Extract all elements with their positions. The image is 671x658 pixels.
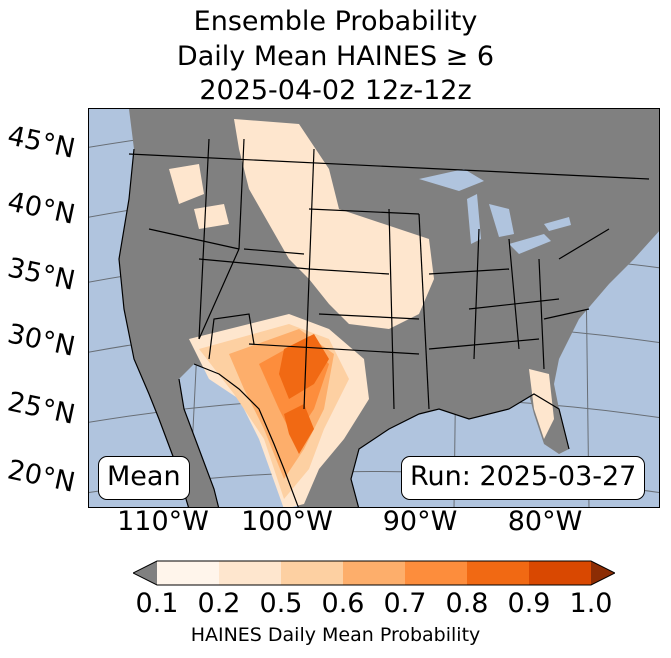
lon-label-100w: 100°W xyxy=(241,506,333,537)
colorbar-tick-label: 0.1 xyxy=(135,588,179,619)
lon-label-80w: 80°W xyxy=(507,506,583,537)
colorbar-tick-label: 1.0 xyxy=(569,588,613,619)
colorbar-segment xyxy=(343,561,406,585)
colorbar-segment xyxy=(405,561,468,585)
lat-label-25n: 25°N xyxy=(4,386,78,431)
colorbar xyxy=(133,560,615,586)
colorbar-segment xyxy=(157,561,220,585)
map-panel xyxy=(88,108,660,508)
colorbar-segment xyxy=(467,561,530,585)
great-lakes xyxy=(419,169,571,254)
colorbar-segment xyxy=(529,561,592,585)
lat-label-20n: 20°N xyxy=(4,454,78,499)
colorbar-segment xyxy=(219,561,282,585)
title-line-3: 2025-04-02 12z-12z xyxy=(199,75,472,106)
probability-field xyxy=(169,119,554,507)
colorbar-tick-label: 0.6 xyxy=(321,588,365,619)
lat-label-30n: 30°N xyxy=(4,318,78,363)
colorbar-tick-label: 0.8 xyxy=(445,588,489,619)
colorbar-outline xyxy=(133,560,615,586)
run-date-badge: Run: 2025-03-27 xyxy=(401,456,646,500)
title-line-1: Ensemble Probability xyxy=(193,6,478,37)
lon-label-110w: 110°W xyxy=(117,506,209,537)
lat-label-35n: 35°N xyxy=(4,252,78,297)
mean-badge: Mean xyxy=(98,456,190,500)
title-line-2: Daily Mean HAINES ≥ 6 xyxy=(176,41,495,72)
lat-label-45n: 45°N xyxy=(4,120,78,165)
colorbar-segment xyxy=(281,561,344,585)
lon-label-90w: 90°W xyxy=(382,506,458,537)
colorbar-tick-label: 0.7 xyxy=(383,588,427,619)
lat-label-40n: 40°N xyxy=(4,186,78,231)
colorbar-tick-label: 0.2 xyxy=(197,588,241,619)
colorbar-under-arrow xyxy=(133,561,157,585)
colorbar-tick-label: 0.9 xyxy=(507,588,551,619)
borders xyxy=(118,138,650,507)
colorbar-over-arrow xyxy=(591,561,615,585)
colorbar-label: HAINES Daily Mean Probability xyxy=(190,624,481,646)
map-canvas xyxy=(89,109,659,507)
colorbar-tick-label: 0.5 xyxy=(259,588,303,619)
